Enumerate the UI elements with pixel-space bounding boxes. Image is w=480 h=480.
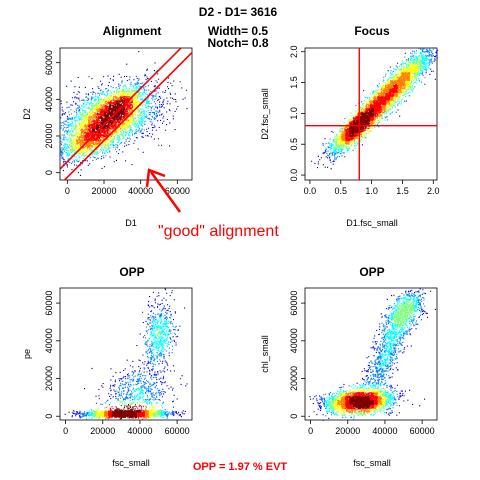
opp-pe-frame — [59, 287, 193, 421]
arrow-head-icon — [145, 168, 166, 188]
opp-chl-title: OPP — [359, 265, 384, 279]
focus-ytick-label: 1.5 — [289, 76, 299, 89]
opp-chl-panel: OPP 0 20000 40000 60000 0 20000 40000 60000 fs… — [260, 265, 438, 468]
focus-x-ticks: 0.0 0.5 1.0 1.5 2.0 — [304, 180, 440, 196]
focus-gate-lines — [305, 48, 437, 180]
alignment-xtick-label: 20000 — [91, 186, 116, 196]
focus-xtick-label: 1.5 — [396, 186, 409, 196]
alignment-ylabel: D2 — [22, 108, 32, 120]
alignment-xtick-label: 0 — [65, 186, 70, 196]
opp1-xtick-label: 60000 — [165, 426, 190, 436]
alignment-panel: Alignment 0 20000 40000 60000 0 20000 40000 60… — [22, 24, 193, 228]
opp2-ytick-label: 60000 — [289, 291, 299, 316]
opp2-ytick-label: 0 — [289, 414, 299, 419]
opp1-ytick-label: 0 — [44, 414, 54, 419]
alignment-arrow — [145, 168, 182, 213]
alignment-ytick-label: 20000 — [44, 123, 54, 148]
focus-xlabel: D1.fsc_small — [346, 218, 398, 228]
focus-panel: Focus 0.0 0.5 1.0 1.5 2.0 0.0 0.5 1.0 1.5 2.0 D1… — [260, 24, 440, 228]
alignment-frame — [59, 47, 193, 181]
focus-title: Focus — [354, 24, 390, 38]
alignment-density-layer — [92, 100, 125, 134]
alignment-points — [60, 51, 188, 181]
opp1-xtick-label: 40000 — [127, 426, 152, 436]
opp1-density-layer — [80, 308, 177, 421]
opp-pe-xlabel: fsc_small — [112, 458, 150, 468]
focus-ytick-label: 1.0 — [289, 107, 299, 120]
alignment-diagonal-line — [63, 52, 192, 180]
alignment-density-layer — [64, 84, 150, 161]
focus-points — [311, 48, 438, 170]
focus-ytick-label: 2.0 — [289, 45, 299, 58]
focus-xtick-label: 2.0 — [427, 186, 440, 196]
opp-chl-frame — [304, 287, 438, 421]
opp-pe-ylabel: pe — [22, 349, 32, 359]
focus-frame — [304, 47, 438, 181]
opp-pe-points — [64, 288, 188, 421]
opp1-xtick-label: 20000 — [90, 426, 115, 436]
opp1-ytick-label: 40000 — [44, 328, 54, 353]
opp1-density-layer — [112, 404, 141, 421]
focus-xtick-label: 0.5 — [335, 186, 348, 196]
alignment-xtick-label: 40000 — [128, 186, 153, 196]
notch-label: Notch= 0.8 — [207, 36, 268, 50]
opp-chl-points — [308, 288, 436, 421]
alignment-xtick-label: 60000 — [165, 186, 190, 196]
alignment-xlabel: D1 — [125, 218, 137, 228]
alignment-diagonals — [60, 48, 192, 180]
alignment-density-layer — [72, 92, 141, 154]
opp1-density-layer — [68, 297, 185, 419]
alignment-diagonal-line — [60, 48, 183, 170]
width-label: Width= 0.5 — [208, 24, 269, 38]
alignment-density-layer — [68, 88, 145, 157]
focus-density-layer — [345, 84, 398, 141]
opp2-xtick-label: 60000 — [410, 426, 435, 436]
opp2-ytick-label: 20000 — [289, 366, 299, 391]
opp1-density-layer — [92, 328, 161, 420]
opp1-density-layer — [96, 404, 157, 419]
focus-density-layer — [337, 64, 419, 145]
opp-chl-ylabel: chl_small — [260, 335, 270, 373]
alignment-density-layer — [84, 96, 134, 142]
alignment-ytick-label: 60000 — [44, 50, 54, 75]
opp2-xtick-label: 20000 — [335, 426, 360, 436]
figure-title: D2 - D1= 3616 — [199, 5, 278, 19]
opp-pe-x-ticks: 0 20000 40000 60000 — [63, 420, 190, 436]
focus-ylabel: D2.fsc_small — [260, 88, 270, 140]
opp-chl-xlabel: fsc_small — [353, 458, 391, 468]
alignment-title: Alignment — [103, 24, 162, 38]
opp1-ytick-label: 20000 — [44, 366, 54, 391]
opp2-xtick-label: 0 — [308, 426, 313, 436]
focus-density-layer — [341, 72, 411, 145]
alignment-ytick-label: 40000 — [44, 87, 54, 112]
focus-xtick-label: 0.0 — [304, 186, 317, 196]
focus-density-layer — [349, 108, 375, 137]
opp-chl-x-ticks: 0 20000 40000 60000 — [308, 420, 435, 436]
alignment-note: "good" alignment — [158, 223, 279, 240]
opp-pe-y-ticks: 0 20000 40000 60000 — [44, 291, 60, 419]
opp1-ytick-label: 60000 — [44, 291, 54, 316]
opp-pe-title: OPP — [119, 265, 144, 279]
focus-ytick-label: 0.5 — [289, 138, 299, 151]
opp1-density-layer — [108, 404, 145, 420]
focus-ytick-label: 0.0 — [289, 169, 299, 182]
opp-chl-y-ticks: 0 20000 40000 60000 — [289, 291, 305, 419]
opp2-ytick-label: 40000 — [289, 328, 299, 353]
focus-xtick-label: 1.0 — [365, 186, 378, 196]
opp2-density-layer — [333, 388, 387, 413]
opp1-xtick-label: 0 — [63, 426, 68, 436]
alignment-x-ticks: 0 20000 40000 60000 — [65, 180, 190, 196]
opp2-xtick-label: 40000 — [372, 426, 397, 436]
opp-summary: OPP = 1.97 % EVT — [193, 461, 288, 473]
alignment-ytick-label: 0 — [44, 170, 54, 175]
opp1-density-layer — [88, 316, 170, 419]
focus-y-ticks: 0.0 0.5 1.0 1.5 2.0 — [289, 45, 305, 181]
opp-pe-panel: OPP 0 20000 40000 60000 0 20000 40000 60000 fs… — [22, 265, 193, 468]
opp2-density-layer — [349, 396, 375, 410]
opp2-density-layer — [313, 288, 426, 421]
opp2-density-layer — [321, 292, 426, 420]
alignment-y-ticks: 0 20000 40000 60000 — [44, 50, 60, 175]
arrow-shaft — [149, 171, 182, 213]
